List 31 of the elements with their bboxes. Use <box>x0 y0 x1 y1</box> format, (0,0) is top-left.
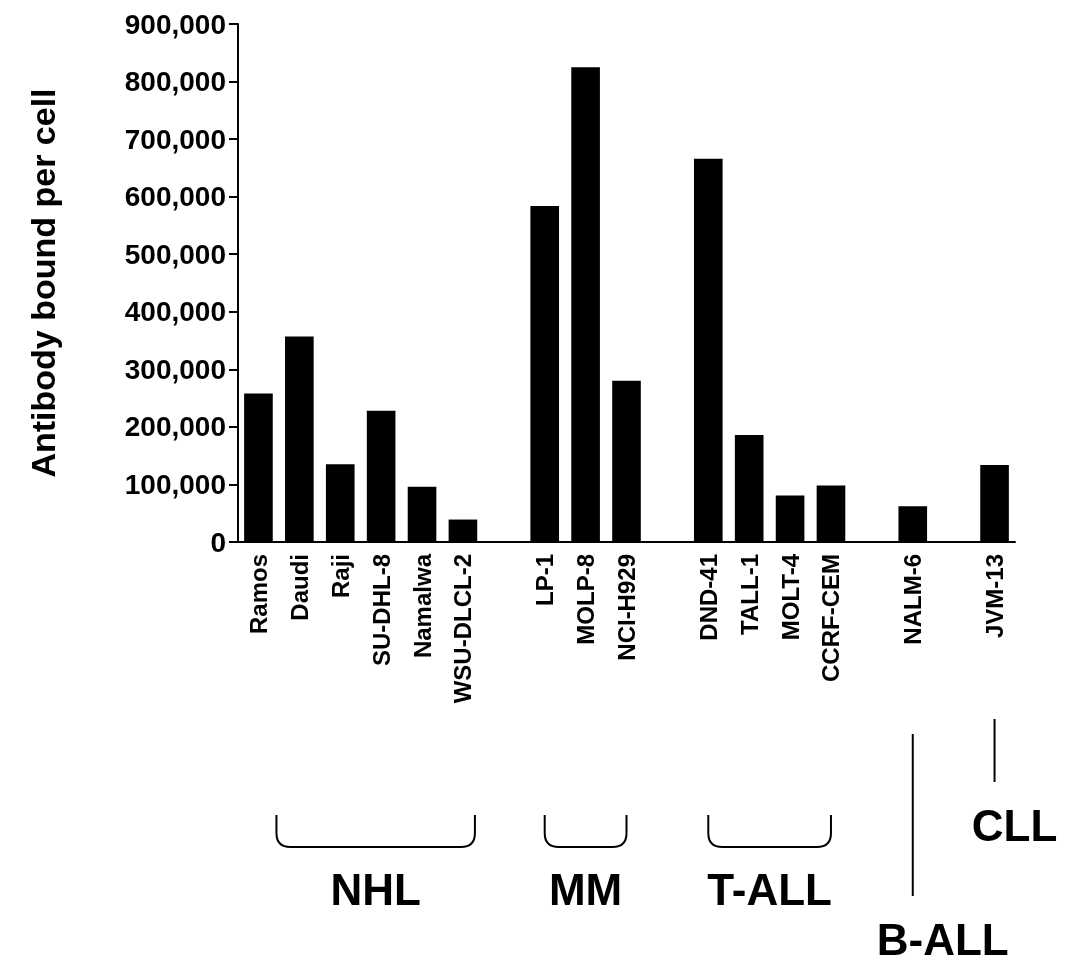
y-tick-label: 500,000 <box>124 238 226 270</box>
x-tick-label: JVM-13 <box>981 554 1009 639</box>
y-tick-label: 800,000 <box>124 66 226 98</box>
y-tick-label: 400,000 <box>124 296 226 328</box>
y-tick-label: 600,000 <box>124 181 226 213</box>
x-tick-label: MOLT-4 <box>776 553 804 641</box>
x-tick-label: MOLP-8 <box>572 554 600 645</box>
y-tick-label: 0 <box>210 526 226 558</box>
x-tick-label: NCI-H929 <box>613 554 640 661</box>
x-tick-label: Raji <box>326 554 354 599</box>
x-tick-label: Ramos <box>244 554 272 635</box>
x-tick-label: LP-1 <box>531 554 559 607</box>
text: MM <box>548 865 623 914</box>
text: B-ALL <box>876 915 1009 957</box>
x-tick-label: TALL-1 <box>735 554 763 635</box>
text: T-ALL <box>707 865 832 914</box>
x-tick-label: Daudi <box>285 554 313 621</box>
y-tick-label: 900,000 <box>124 8 226 40</box>
y-tick-label: 300,000 <box>124 353 226 385</box>
x-tick-label: NALM-6 <box>899 554 927 645</box>
x-tick-label: Namalwa <box>408 553 436 659</box>
x-tick-label: DND-41 <box>694 554 722 641</box>
y-axis-title: Antibody bound per cell <box>24 88 62 478</box>
y-tick-label: 200,000 <box>124 411 226 443</box>
text: NHL <box>330 865 421 914</box>
y-tick-label: 100,000 <box>124 468 226 500</box>
x-tick-label: CCRF-CEM <box>817 554 845 682</box>
text: CLL <box>971 801 1058 850</box>
y-tick-label: 700,000 <box>124 123 226 155</box>
x-tick-label: SU-DHL-8 <box>367 554 395 666</box>
x-tick-label: WSU-DLCL-2 <box>449 554 477 704</box>
